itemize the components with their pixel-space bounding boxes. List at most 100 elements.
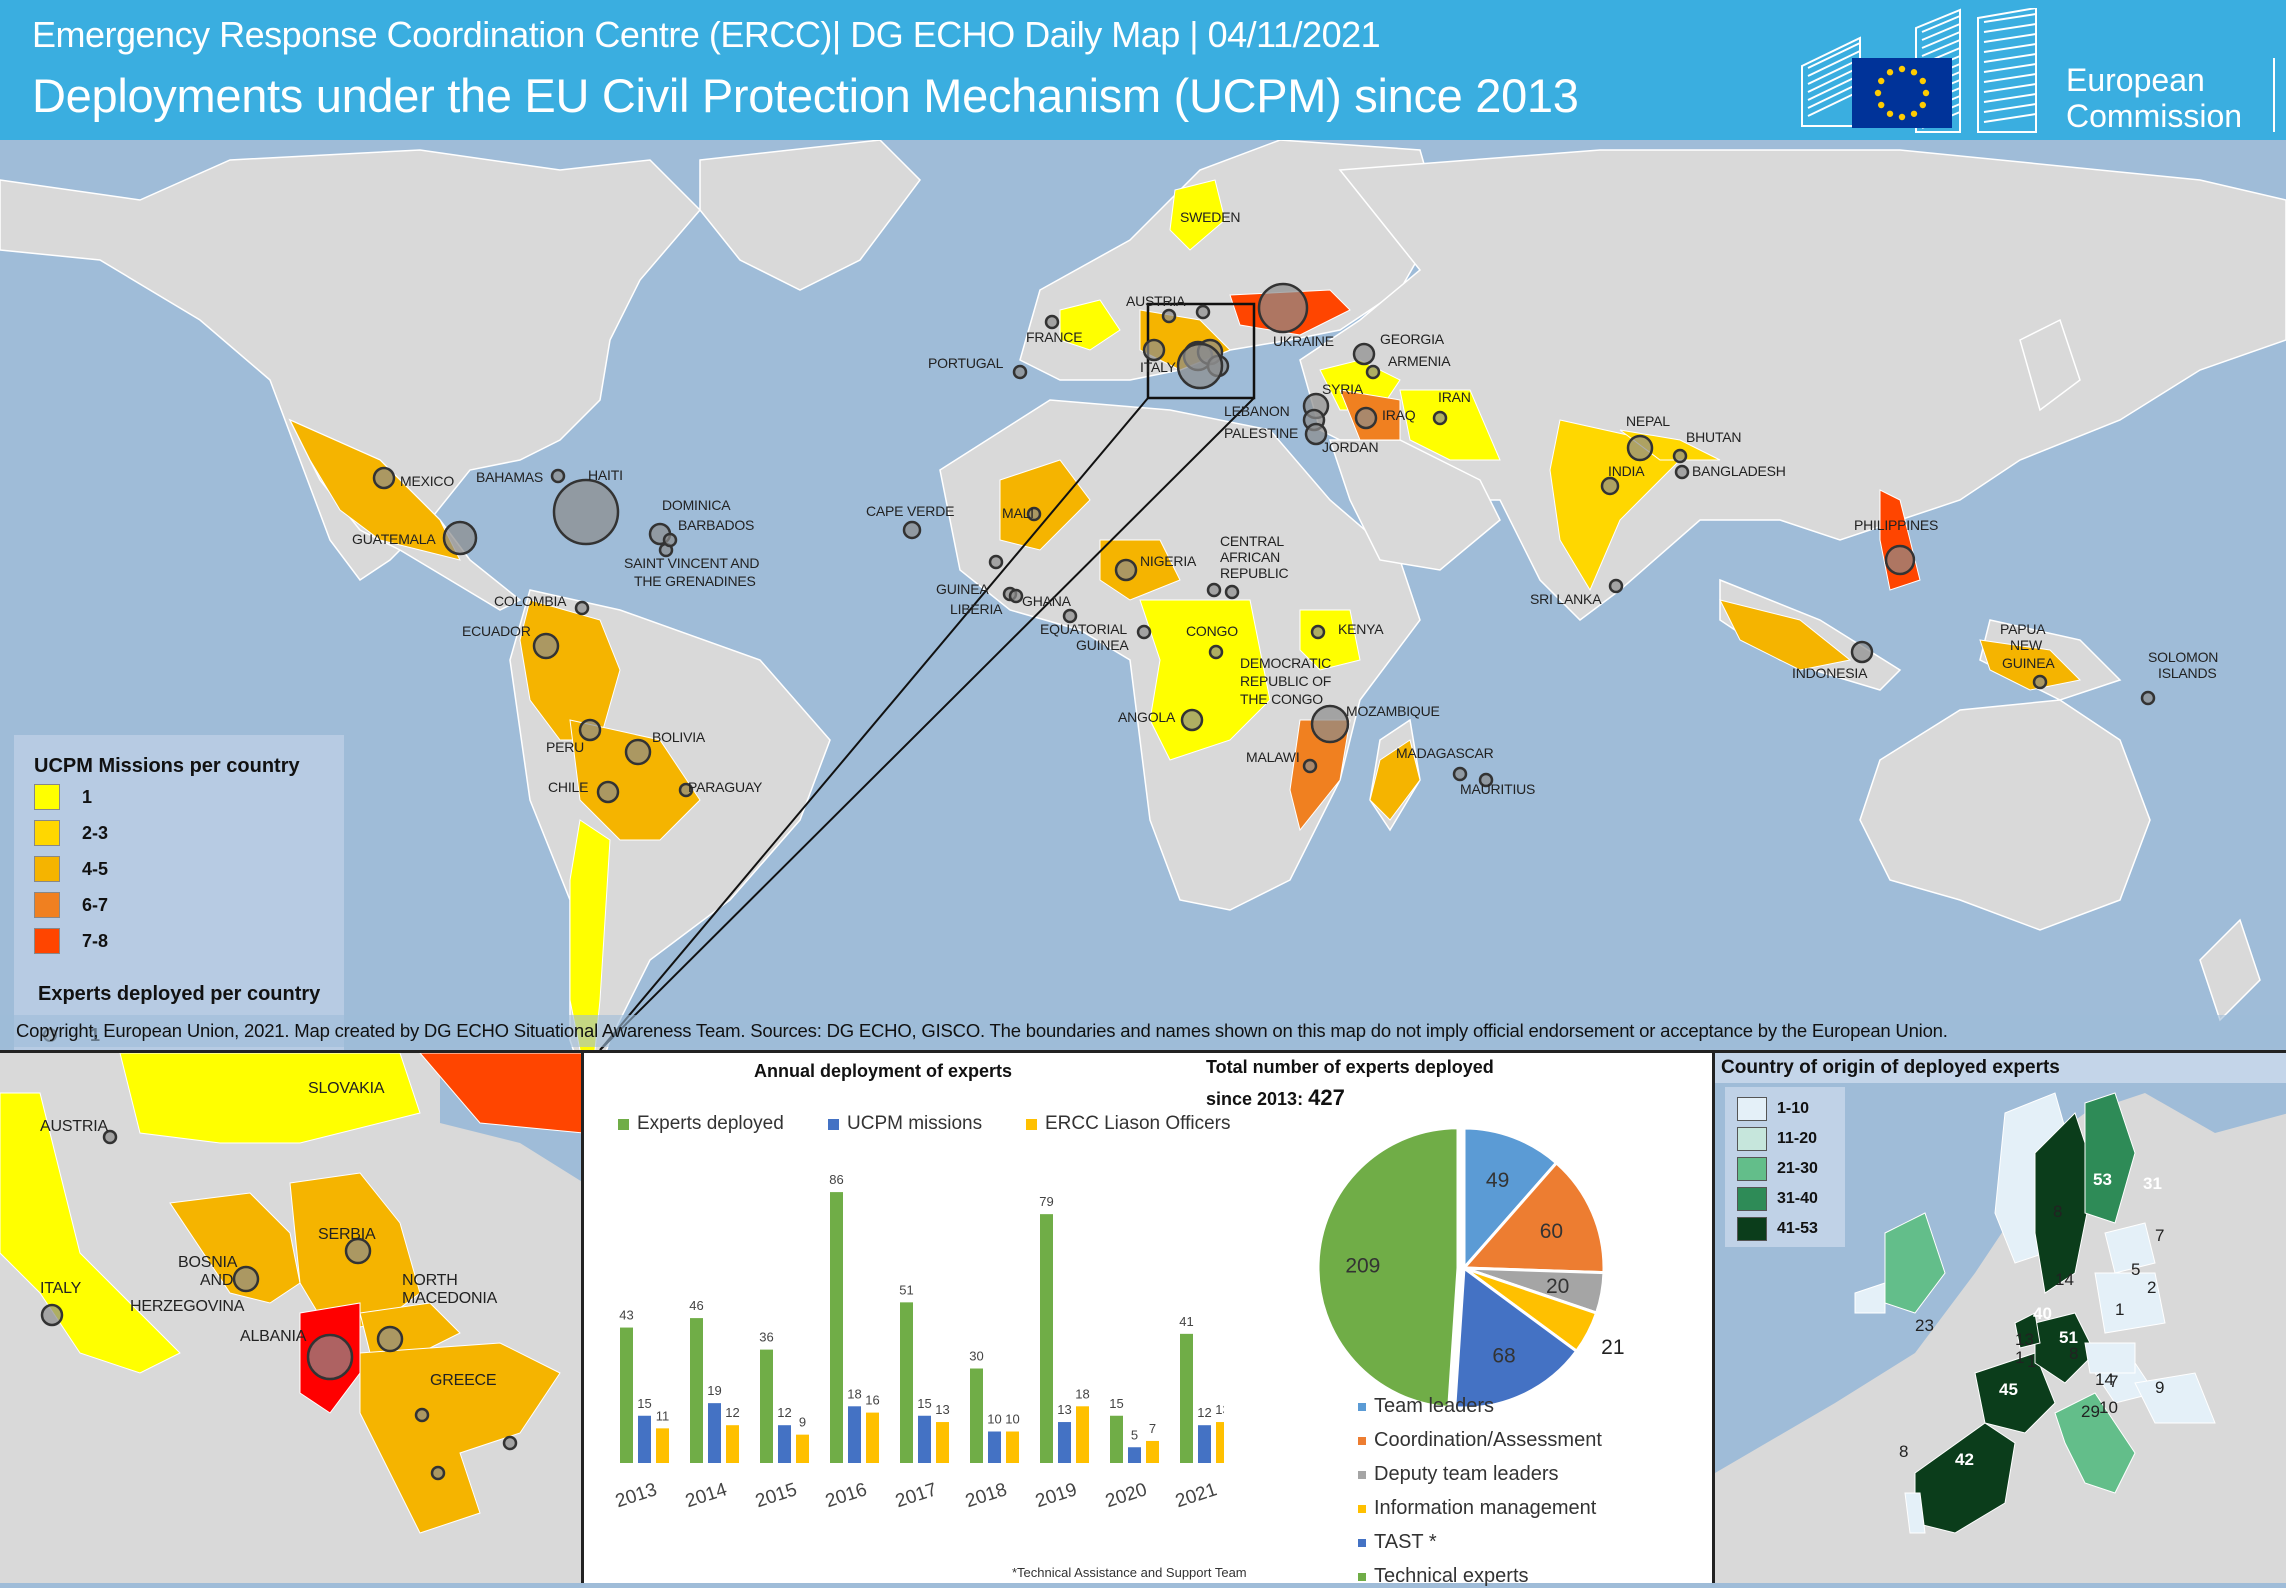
map-label: MOZAMBIQUE — [1346, 703, 1440, 719]
map-label: GEORGIA — [1380, 331, 1445, 347]
year-tick-label: 2013 — [613, 1479, 660, 1512]
map-label: INDONESIA — [1792, 665, 1868, 681]
map-label: PERU — [546, 739, 584, 755]
pie-value-label: 20 — [1546, 1275, 1569, 1298]
inset-label: GREECE — [430, 1372, 496, 1389]
bar-experts-deployed — [690, 1318, 703, 1463]
origin-count-label: 8 — [2053, 1202, 2062, 1221]
map-label: GHANA — [1022, 593, 1072, 609]
bar-value-label: 30 — [969, 1349, 983, 1364]
annual-bar-chart: 43 15 11 2013 46 19 12 2014 36 12 9 2015 86 18 16 2016 5… — [613, 1172, 1224, 1512]
inset-bubble — [232, 1265, 260, 1293]
map-label: MALAWI — [1246, 749, 1300, 765]
bar-ercc-liason-officers — [936, 1422, 949, 1463]
origin-legend-item: 11-20 — [1737, 1127, 1817, 1151]
inset-bubble — [430, 1465, 446, 1481]
logo-text-commission: Commission — [2066, 98, 2243, 134]
country-labels: SWEDEN AUSTRIA UKRAINE FRANCE GEORGIA ARMENIA… — [352, 209, 2218, 797]
annual-chart-title: Annual deployment of experts — [754, 1061, 1013, 1081]
origin-count-label: 13 — [2015, 1330, 2034, 1349]
expert-bubble — [1257, 282, 1309, 334]
expert-bubble — [1884, 544, 1916, 576]
pie-slice — [1453, 1265, 1579, 1410]
world-map[interactable]: SWEDEN AUSTRIA UKRAINE FRANCE GEORGIA ARMENIA… — [0, 140, 2286, 1152]
map-label: JORDAN — [1322, 439, 1378, 455]
bar-value-label: 13 — [1215, 1402, 1224, 1417]
map-label: LEBANON — [1224, 403, 1290, 419]
map-label: HAITI — [588, 467, 623, 483]
map-label: AUSTRIA — [1126, 293, 1186, 309]
expert-bubble — [1478, 772, 1494, 788]
map-label: REPUBLIC — [1220, 565, 1289, 581]
bar-value-label: 10 — [987, 1412, 1001, 1427]
bar-experts-deployed — [970, 1368, 983, 1463]
bar-ucpm-missions — [988, 1431, 1001, 1463]
bar-value-label: 16 — [865, 1393, 879, 1408]
map-label: SOLOMON — [2148, 649, 2218, 665]
map-label: AFRICAN — [1220, 549, 1280, 565]
inset-label: ITALY — [40, 1280, 82, 1297]
expert-bubble — [578, 718, 602, 742]
year-tick-label: 2017 — [893, 1479, 940, 1512]
year-tick-label: 2021 — [1173, 1479, 1220, 1512]
header-title-line-2: Deployments under the EU Civil Protectio… — [32, 69, 1579, 122]
expert-bubble — [1008, 588, 1024, 604]
bar-value-label: 10 — [1005, 1412, 1019, 1427]
bar-ucpm-missions — [708, 1403, 721, 1463]
bar-value-label: 86 — [829, 1172, 843, 1187]
map-label: REPUBLIC OF — [1240, 673, 1331, 689]
bar-ucpm-missions — [778, 1425, 791, 1463]
map-label: CONGO — [1186, 623, 1238, 639]
pie-legend-item: Information management — [1358, 1497, 1596, 1520]
map-label: GUINEA — [2002, 655, 2055, 671]
map-label: BAHAMAS — [476, 469, 543, 485]
missions-legend-item: 4-5 — [34, 855, 108, 883]
bar-ercc-liason-officers — [796, 1434, 809, 1463]
inset-bubble — [414, 1407, 430, 1423]
bar-ercc-liason-officers — [1076, 1406, 1089, 1463]
missions-legend-item: 1 — [34, 783, 92, 811]
european-commission-logo: European Commission — [1800, 6, 2280, 134]
map-label: PAPUA — [2000, 621, 2046, 637]
expert-bubble — [1310, 704, 1350, 744]
map-label: GUATEMALA — [352, 531, 436, 547]
expert-bubble — [1432, 410, 1448, 426]
expert-bubble — [1026, 506, 1042, 522]
bar-experts-deployed — [1040, 1214, 1053, 1463]
expert-bubble — [1310, 624, 1326, 640]
origin-count-label: 1 — [2115, 1300, 2124, 1319]
ec-building-icon — [1801, 6, 2275, 133]
map-label: PARAGUAY — [688, 779, 763, 795]
bar-experts-deployed — [900, 1302, 913, 1463]
bar-value-label: 12 — [725, 1405, 739, 1420]
bar-ucpm-missions — [848, 1406, 861, 1463]
map-label: INDIA — [1608, 463, 1645, 479]
expert-bubble — [662, 532, 678, 548]
expert-bubble — [552, 478, 620, 546]
map-label: ANGOLA — [1118, 709, 1176, 725]
experts-pie-chart: 49 60 20 21 68 209 — [1316, 1126, 1625, 1410]
map-label: MALI — [1002, 505, 1034, 521]
pie-legend-item: TAST * — [1358, 1531, 1437, 1554]
expert-bubble — [1195, 304, 1211, 320]
expert-bubble — [1114, 558, 1138, 582]
map-label: ITALY — [1140, 359, 1177, 375]
world-map-svg: SWEDEN AUSTRIA UKRAINE FRANCE GEORGIA ARMENIA… — [0, 140, 2286, 1103]
balkans-inset-map[interactable]: SLOVAKIA AUSTRIA ITALY SERBIA BOSNIA AND HERZE… — [0, 1050, 584, 1583]
origin-europe-map[interactable]: Country of origin of deployed experts 53… — [1712, 1050, 2286, 1583]
bar-ercc-liason-officers — [726, 1425, 739, 1463]
expert-bubble — [550, 468, 566, 484]
bar-experts-deployed — [1180, 1333, 1193, 1463]
map-label: IRAN — [1438, 389, 1471, 405]
expert-bubble — [1626, 434, 1654, 462]
origin-count-label: 10 — [2099, 1398, 2118, 1417]
bar-value-label: 15 — [1109, 1396, 1123, 1411]
pie-slice — [1316, 1126, 1460, 1410]
bar-value-label: 15 — [637, 1396, 651, 1411]
map-label: DOMINICA — [662, 497, 731, 513]
expert-bubble — [1608, 578, 1624, 594]
bar-ercc-liason-officers — [656, 1428, 669, 1463]
map-label: SAINT VINCENT AND — [624, 555, 759, 571]
expert-bubble — [1850, 640, 1874, 664]
